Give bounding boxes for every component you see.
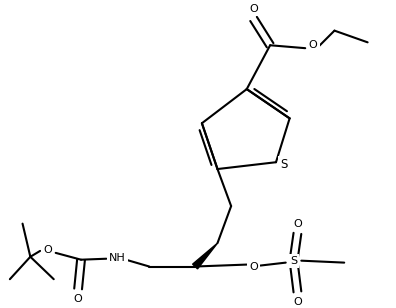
Text: O: O xyxy=(74,294,82,304)
Text: O: O xyxy=(293,297,302,306)
Text: NH: NH xyxy=(109,253,126,263)
Text: S: S xyxy=(290,256,297,266)
Text: O: O xyxy=(308,40,318,50)
Text: O: O xyxy=(293,219,302,229)
Text: O: O xyxy=(44,245,52,255)
Polygon shape xyxy=(192,243,217,269)
Text: S: S xyxy=(280,158,287,171)
Text: O: O xyxy=(249,4,258,14)
Text: O: O xyxy=(249,261,258,272)
